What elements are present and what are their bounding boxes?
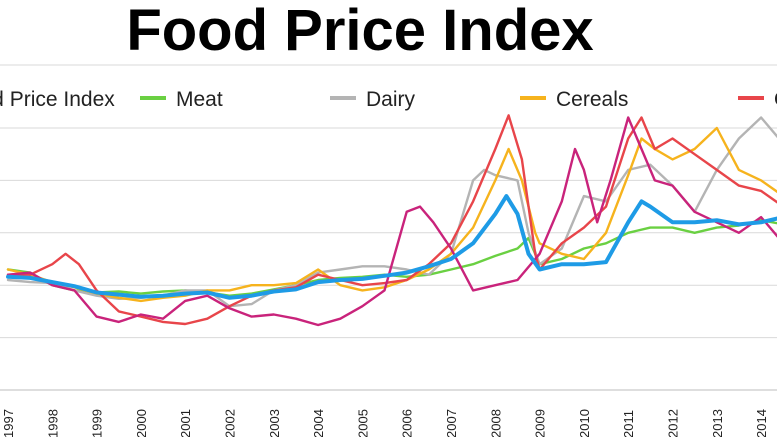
x-tick-label: 2010 [577,409,592,437]
x-tick-label: 1997 [1,409,16,437]
x-tick-label: 2012 [666,409,681,437]
x-tick-label: 2011 [621,410,636,437]
legend: Food Price IndexMeatDairyCerealsOilsSuga… [0,88,777,111]
legend-label: Oils [774,88,777,111]
x-tick-label: 1998 [45,409,60,437]
legend-label: Dairy [366,88,416,111]
series-lines [6,114,777,327]
x-tick-label: 2007 [444,409,459,437]
x-tick-label: 2002 [223,409,238,437]
legend-label: Meat [176,88,223,111]
legend-label: Cereals [556,88,628,111]
x-tick-label: 2006 [400,409,415,437]
x-tick-label: 2003 [267,409,282,437]
legend-label: Food Price Index [0,88,115,111]
x-axis: 1997 1998 1999 2000 2001 2002 2003 2004 2005 2006… [1,409,769,437]
x-tick-label: 2005 [355,409,370,437]
chart-title: Food Price Index [126,0,594,63]
x-tick-label: 2014 [754,409,769,437]
x-tick-label: 2009 [533,409,548,437]
x-tick-label: 2004 [311,409,326,437]
x-tick-label: 2008 [488,409,503,437]
x-tick-label: 2013 [710,409,725,437]
series-line-food-price-index [6,194,777,300]
x-tick-label: 2001 [178,409,193,437]
x-tick-label: 2000 [134,409,149,437]
x-tick-label: 1999 [90,409,105,437]
series-line-sugar [6,116,777,327]
